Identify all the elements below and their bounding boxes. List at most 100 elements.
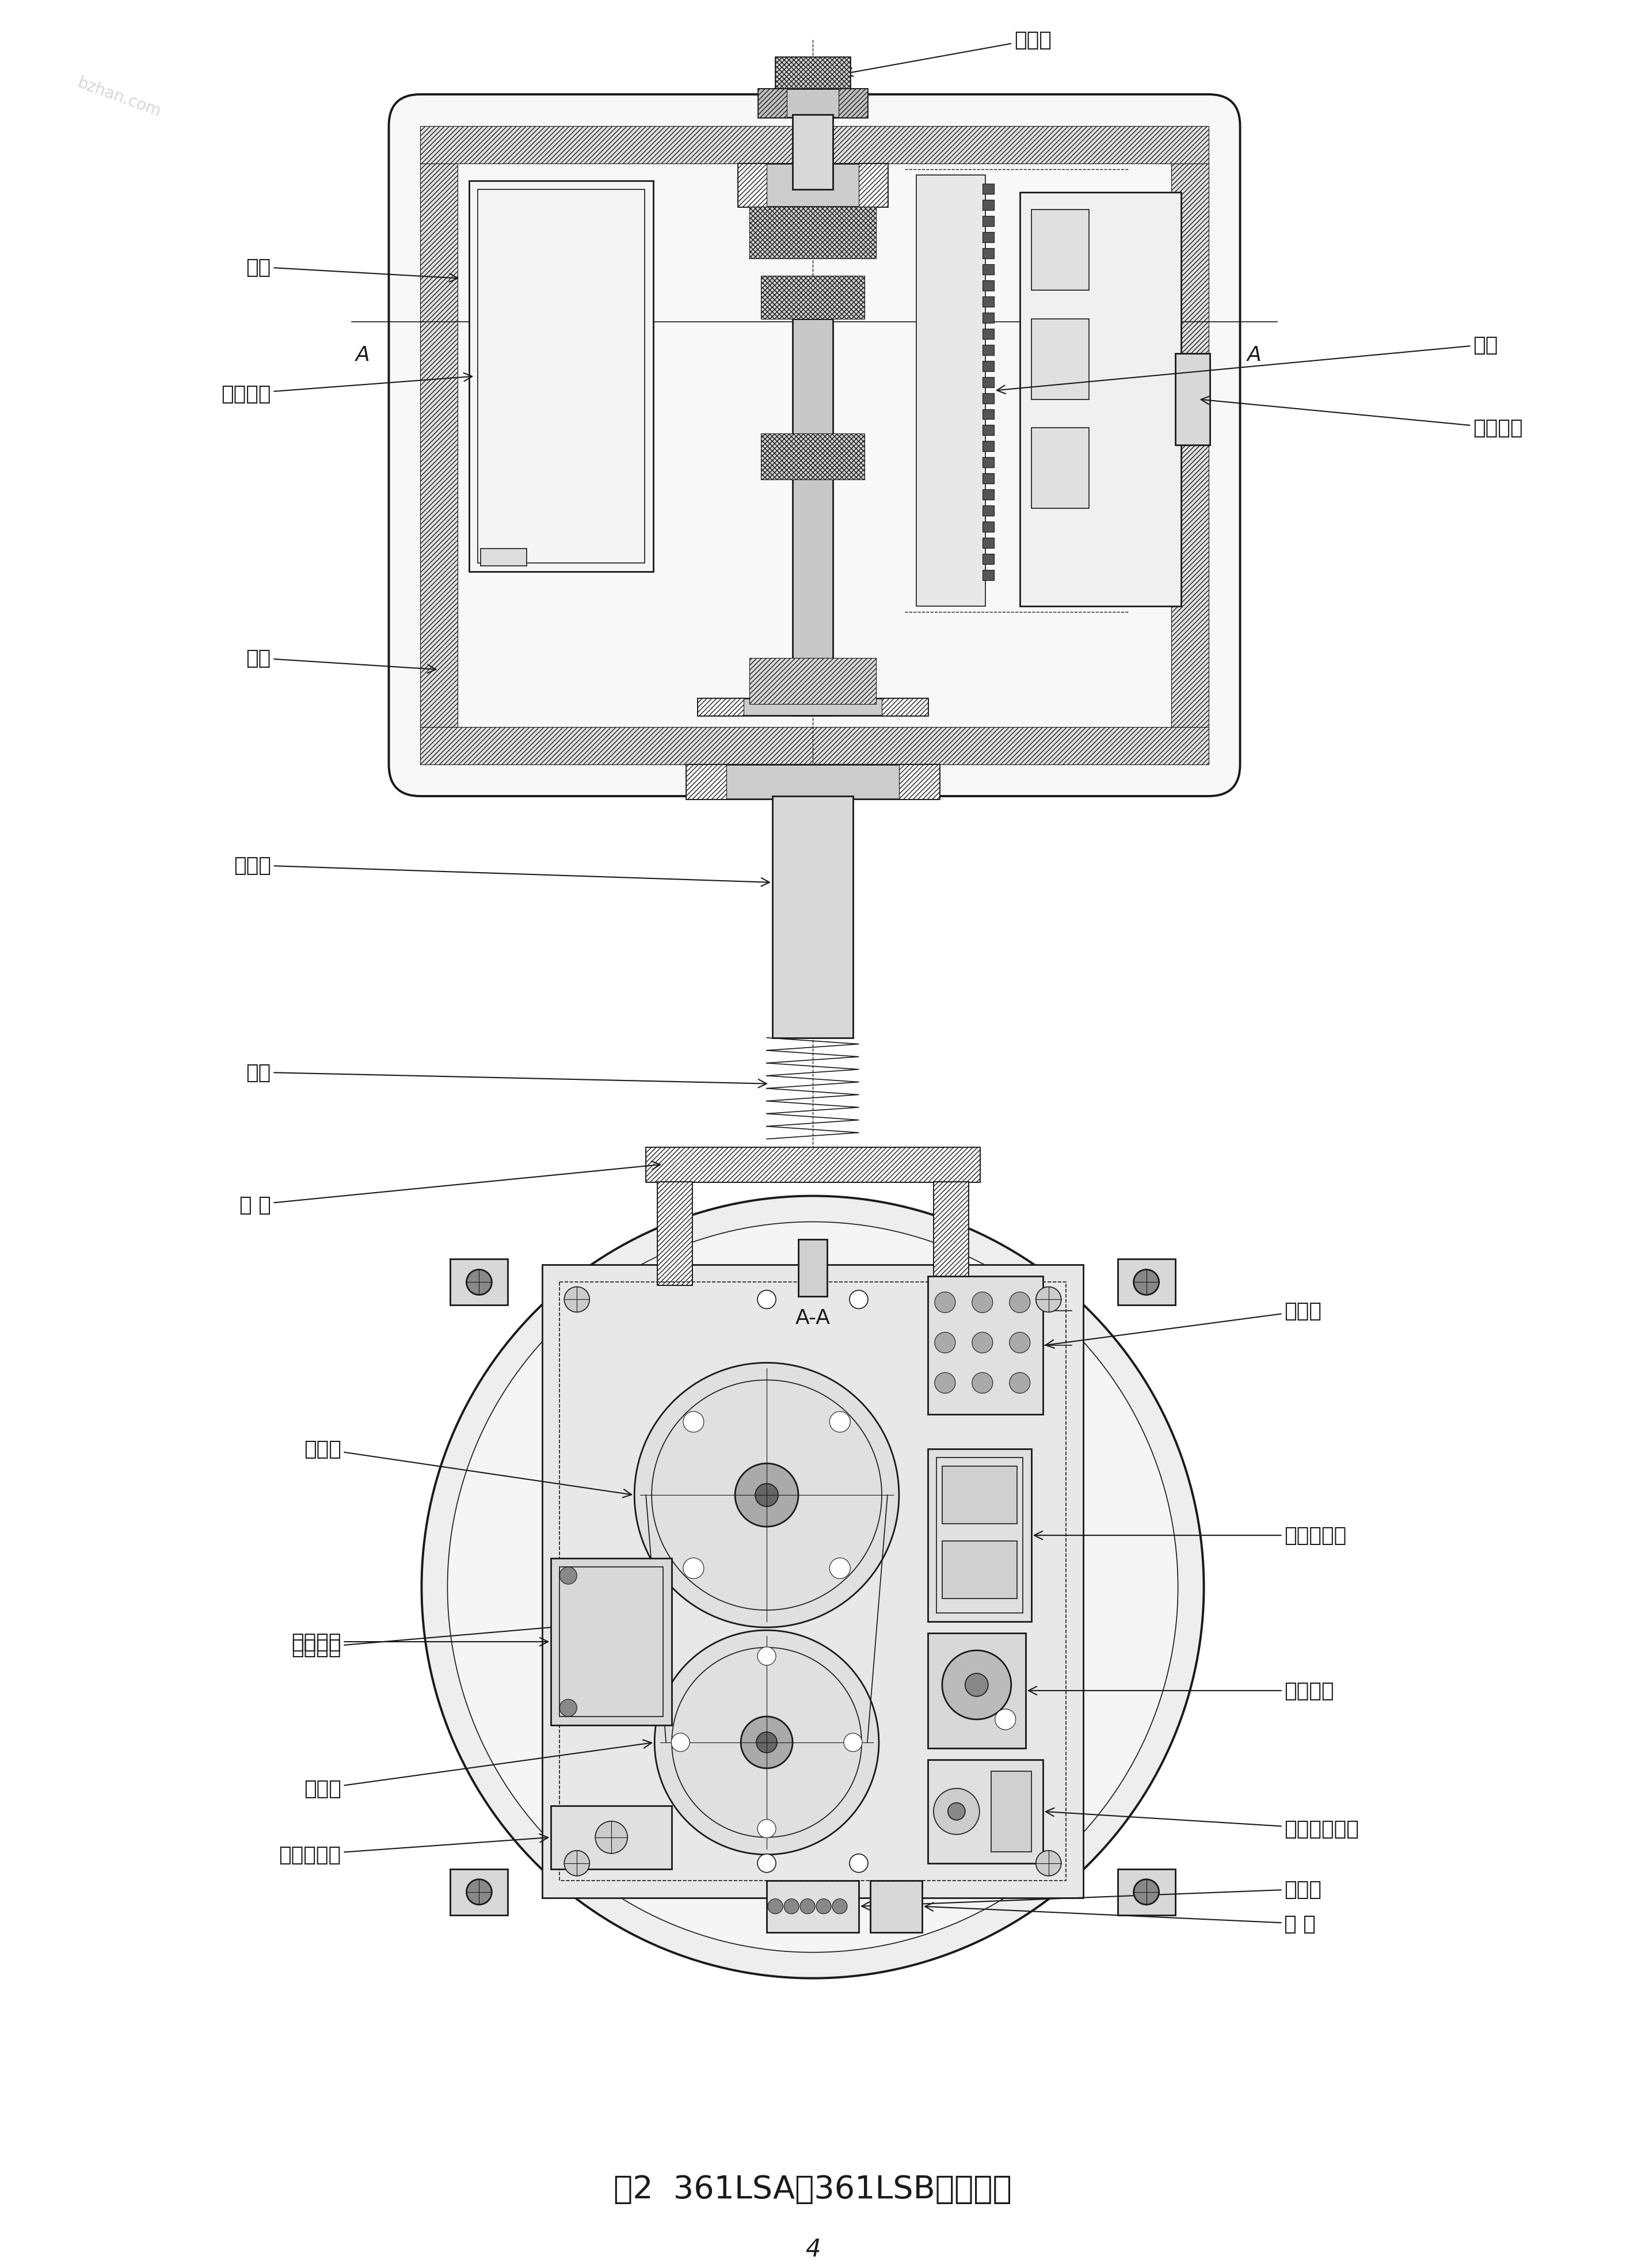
Text: 限位开关: 限位开关 xyxy=(1202,397,1524,438)
Bar xyxy=(870,1880,922,1932)
Bar xyxy=(982,313,993,324)
Bar xyxy=(450,1259,507,1306)
Circle shape xyxy=(683,1558,704,1579)
Bar xyxy=(982,522,993,533)
Circle shape xyxy=(564,1286,590,1313)
Circle shape xyxy=(756,1733,777,1753)
Bar xyxy=(982,506,993,517)
Circle shape xyxy=(767,1898,782,1914)
Text: 空间加热器: 空间加热器 xyxy=(278,1835,548,1864)
Circle shape xyxy=(800,1898,815,1914)
Text: 支 架: 支 架 xyxy=(239,1161,660,1216)
Bar xyxy=(421,728,1208,764)
Text: A-A: A-A xyxy=(795,1309,831,1327)
Bar xyxy=(551,1805,672,1869)
Bar xyxy=(933,1182,967,1286)
Bar xyxy=(421,127,1208,163)
Circle shape xyxy=(966,1674,989,1696)
Text: 被动轮: 被动轮 xyxy=(304,1740,652,1799)
Bar xyxy=(698,699,928,717)
FancyBboxPatch shape xyxy=(389,95,1241,796)
Bar xyxy=(982,458,993,467)
Bar xyxy=(982,426,993,435)
Text: 电 容: 电 容 xyxy=(925,1903,1315,1932)
Bar xyxy=(1031,211,1089,290)
Bar xyxy=(982,572,993,581)
Bar xyxy=(750,206,876,259)
Bar xyxy=(543,1266,1083,1898)
Text: 图2  361LSA、361LSB型执行器: 图2 361LSA、361LSB型执行器 xyxy=(613,2173,1011,2204)
Bar xyxy=(859,163,888,206)
Bar xyxy=(982,215,993,227)
Bar xyxy=(982,411,993,420)
Circle shape xyxy=(849,1853,868,1873)
Circle shape xyxy=(564,1851,590,1876)
Circle shape xyxy=(683,1411,704,1433)
Bar xyxy=(982,249,993,259)
Circle shape xyxy=(758,1819,776,1837)
Circle shape xyxy=(935,1334,956,1354)
Bar xyxy=(767,1880,859,1932)
Circle shape xyxy=(1010,1372,1031,1393)
Circle shape xyxy=(849,1290,868,1309)
Text: bzhan.com: bzhan.com xyxy=(75,75,164,120)
Bar xyxy=(657,1182,693,1286)
Bar xyxy=(982,200,993,211)
Circle shape xyxy=(559,1699,577,1717)
Circle shape xyxy=(655,1631,880,1855)
Bar xyxy=(928,1633,1026,1749)
Text: 齿条: 齿条 xyxy=(997,336,1498,395)
Bar xyxy=(982,184,993,195)
Bar xyxy=(792,116,833,191)
Circle shape xyxy=(935,1372,956,1393)
Circle shape xyxy=(758,1647,776,1665)
Bar xyxy=(686,764,940,798)
Text: 输出轴: 输出轴 xyxy=(234,855,769,887)
Bar xyxy=(982,553,993,565)
Bar xyxy=(657,1182,693,1286)
Bar xyxy=(982,392,993,404)
Circle shape xyxy=(758,1853,776,1873)
Bar xyxy=(1031,429,1089,508)
Circle shape xyxy=(816,1898,831,1914)
Circle shape xyxy=(758,1290,776,1309)
Bar xyxy=(1176,354,1210,447)
Circle shape xyxy=(735,1463,798,1526)
Bar xyxy=(982,538,993,549)
Circle shape xyxy=(1010,1293,1031,1313)
Circle shape xyxy=(829,1558,850,1579)
Circle shape xyxy=(972,1293,993,1313)
Text: 扼流圈: 扼流圈 xyxy=(862,1880,1322,1910)
Circle shape xyxy=(948,1803,966,1821)
Circle shape xyxy=(1036,1851,1062,1876)
Bar xyxy=(1117,1869,1176,1914)
Circle shape xyxy=(467,1880,491,1905)
Bar xyxy=(559,1281,1065,1880)
Circle shape xyxy=(972,1372,993,1393)
Bar xyxy=(941,1542,1016,1599)
Circle shape xyxy=(995,1710,1016,1730)
Circle shape xyxy=(972,1334,993,1354)
Bar xyxy=(1117,1259,1176,1306)
Circle shape xyxy=(844,1733,862,1751)
Text: 开度检测部件: 开度检测部件 xyxy=(1046,1808,1359,1839)
Circle shape xyxy=(935,1293,956,1313)
Circle shape xyxy=(784,1898,798,1914)
Bar xyxy=(899,764,940,798)
Circle shape xyxy=(595,1821,628,1853)
Bar xyxy=(982,329,993,340)
Bar xyxy=(928,1760,1042,1864)
Circle shape xyxy=(1010,1334,1031,1354)
Bar xyxy=(761,433,865,481)
Bar xyxy=(881,699,928,717)
Bar xyxy=(758,88,867,118)
Circle shape xyxy=(1036,1286,1062,1313)
Bar xyxy=(941,1467,1016,1524)
Bar xyxy=(646,1148,979,1182)
Text: A: A xyxy=(356,345,371,365)
Bar xyxy=(421,163,459,728)
Bar xyxy=(478,191,646,562)
Bar xyxy=(761,277,865,320)
Bar xyxy=(1171,163,1208,728)
Bar xyxy=(982,376,993,388)
